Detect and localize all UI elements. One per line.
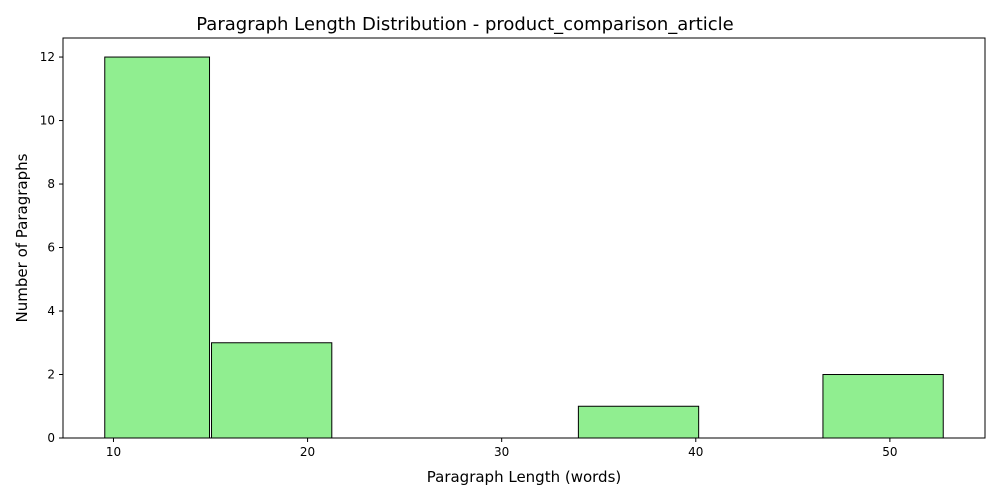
y-tick-label-5: 10: [40, 114, 55, 128]
x-tick-label-1: 20: [300, 445, 315, 459]
histogram-bar-4: [577, 405, 700, 439]
y-tick-label-0: 0: [47, 431, 55, 445]
histogram-bar-6: [822, 374, 944, 439]
y-tick-label-3: 6: [47, 241, 55, 255]
x-axis-label: Paragraph Length (words): [427, 468, 622, 486]
x-tick-label-4: 50: [882, 445, 897, 459]
plot-frame: [62, 37, 986, 439]
x-tick-label-0: 10: [106, 445, 121, 459]
chart-title: Paragraph Length Distribution - product_…: [196, 14, 733, 35]
y-tick-label-6: 12: [40, 50, 55, 64]
y-tick-label-4: 8: [47, 177, 55, 191]
y-tick-label-2: 4: [47, 304, 55, 318]
x-axis-ticks: 10 20 30 40 50: [106, 438, 898, 459]
x-tick-label-3: 40: [688, 445, 703, 459]
bars-group: [104, 56, 944, 439]
y-axis-label: Number of Paragraphs: [13, 153, 31, 322]
y-axis-ticks: 0 2 4 6 8 10 12: [40, 50, 63, 445]
histogram-bar-1: [211, 342, 333, 439]
y-tick-label-1: 2: [47, 368, 55, 382]
x-tick-label-2: 30: [494, 445, 509, 459]
histogram-bar-0: [104, 56, 211, 439]
